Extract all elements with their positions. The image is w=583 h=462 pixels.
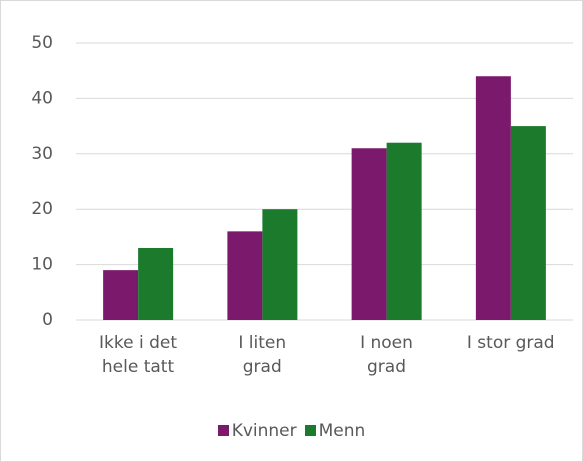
bar bbox=[475, 76, 511, 321]
legend-swatch bbox=[304, 425, 316, 436]
y-tick-label: 40 bbox=[31, 88, 53, 108]
bar bbox=[351, 148, 387, 320]
legend-label: Kvinner bbox=[231, 421, 297, 441]
y-tick-label: 10 bbox=[31, 255, 53, 275]
y-tick-label: 30 bbox=[31, 144, 53, 164]
bar bbox=[103, 270, 139, 320]
legend-item: Kvinner bbox=[217, 421, 297, 441]
y-tick-label: 20 bbox=[31, 199, 53, 219]
x-tick-label: I stor grad bbox=[466, 333, 555, 353]
bar bbox=[138, 247, 174, 320]
legend-label: Menn bbox=[318, 421, 366, 441]
x-tick-label: I liten grad bbox=[238, 333, 287, 377]
x-tick-label: Ikke i det hele tatt bbox=[98, 333, 177, 377]
bar bbox=[227, 231, 263, 320]
legend-swatch bbox=[217, 425, 229, 436]
legend: Kvinner Menn bbox=[1, 421, 582, 441]
y-tick-label: 0 bbox=[42, 310, 53, 330]
bar bbox=[386, 142, 422, 320]
bar bbox=[262, 209, 298, 320]
legend-item: Menn bbox=[304, 421, 366, 441]
x-tick-label: I noen grad bbox=[360, 333, 413, 377]
y-tick-label: 50 bbox=[31, 33, 53, 53]
bar bbox=[510, 126, 546, 320]
